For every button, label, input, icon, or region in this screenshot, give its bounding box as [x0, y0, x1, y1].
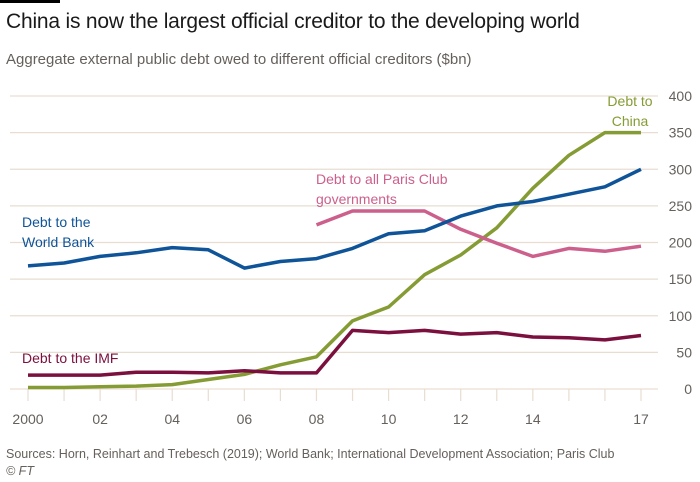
- series-line-debt-to-the-world-bank: [27, 167, 642, 270]
- x-tick-label: 14: [525, 411, 541, 427]
- series-label: Debt to the IMF: [22, 350, 118, 366]
- series-lines: [27, 130, 642, 390]
- series-label: Debt to China: [607, 93, 652, 129]
- series-line-debt-to-all-paris-club-governments: [315, 209, 642, 259]
- x-tick-label: 08: [309, 411, 325, 427]
- y-tick-label: 100: [669, 308, 693, 324]
- x-tick-label: 17: [633, 411, 649, 427]
- x-tick-label: 06: [237, 411, 253, 427]
- series-labels: Debt to the World Bank Debt to all Paris C…: [22, 93, 653, 366]
- y-tick-label: 250: [669, 198, 693, 214]
- x-axis: 2000 02 04 06 08 10 12 14 17: [12, 389, 649, 427]
- series-line-debt-to-the-imf: [28, 328, 642, 377]
- x-tick-label: 04: [164, 411, 180, 427]
- series-line-debt-to-china: [28, 130, 641, 390]
- x-tick-label: 2000: [12, 411, 43, 427]
- y-tick-label: 350: [669, 125, 693, 141]
- y-tick-label: 50: [676, 344, 692, 360]
- series-label: Debt to all Paris Club governments: [316, 171, 448, 207]
- gridlines: [10, 95, 658, 390]
- y-axis: 0 50 100 150 200 250 300 350 400: [669, 88, 693, 397]
- y-tick-label: 200: [669, 235, 693, 251]
- y-tick-label: 400: [669, 88, 693, 104]
- y-tick-label: 300: [669, 161, 693, 177]
- sources-note: Sources: Horn, Reinhart and Trebesch (20…: [6, 447, 615, 461]
- chart-title: China is now the largest official credit…: [6, 10, 580, 33]
- x-tick-label: 02: [92, 411, 108, 427]
- ft-brand-bar: [0, 0, 60, 3]
- y-tick-label: 0: [684, 381, 692, 397]
- x-tick-label: 10: [381, 411, 397, 427]
- y-tick-label: 150: [669, 271, 693, 287]
- x-tick-label: 12: [453, 411, 469, 427]
- chart-subtitle: Aggregate external public debt owed to d…: [6, 51, 472, 68]
- series-label: Debt to the World Bank: [22, 214, 95, 250]
- copyright: © FT: [6, 464, 34, 478]
